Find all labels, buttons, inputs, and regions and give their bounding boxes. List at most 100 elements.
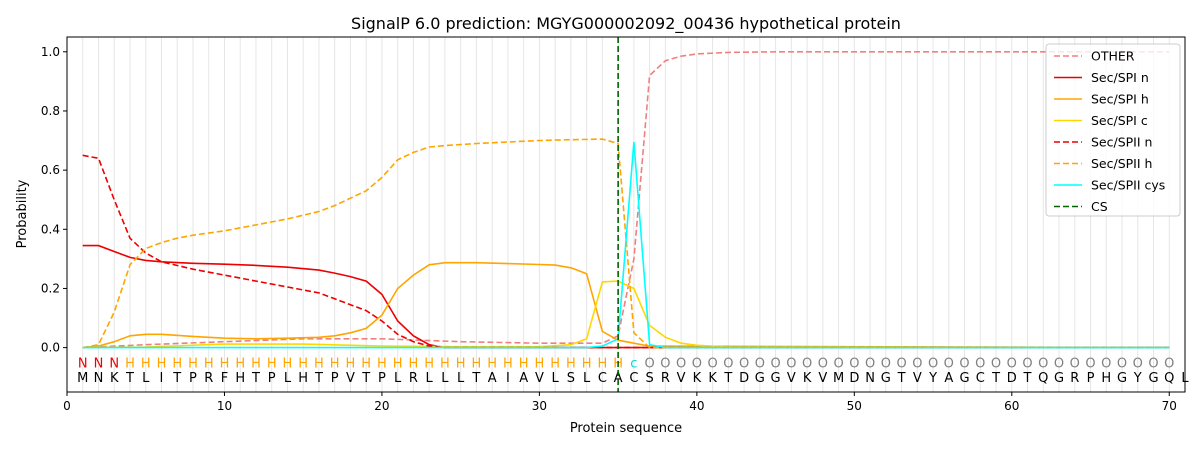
region-label: H <box>220 356 230 371</box>
residue-label: H <box>298 371 308 386</box>
legend-label: Sec/SPI n <box>1091 70 1149 85</box>
residue-label: A <box>519 371 528 386</box>
region-label: H <box>125 356 135 371</box>
residue-label: P <box>1087 371 1095 386</box>
region-label: O <box>1133 356 1143 371</box>
region-label: O <box>692 356 702 371</box>
region-label: H <box>361 356 371 371</box>
region-label: H <box>172 356 182 371</box>
region-label: H <box>283 356 293 371</box>
residue-label: K <box>708 371 717 386</box>
residue-label: C <box>976 371 985 386</box>
x-tick-label: 50 <box>847 399 862 413</box>
residue-label: F <box>221 371 228 386</box>
residue-label: V <box>535 371 544 386</box>
residue-label: H <box>235 371 245 386</box>
x-tick-label: 70 <box>1162 399 1177 413</box>
residue-label: L <box>552 371 560 386</box>
residue-label: V <box>346 371 355 386</box>
region-label: O <box>755 356 765 371</box>
residue-label: R <box>409 371 418 386</box>
region-label: O <box>660 356 670 371</box>
series-line-sec-spii-n <box>82 154 1170 349</box>
residue-label: N <box>865 371 875 386</box>
region-label: O <box>1038 356 1048 371</box>
residue-label: L <box>142 371 150 386</box>
residue-label: L <box>583 371 591 386</box>
y-axis: 0.0 0.2 0.4 0.6 0.8 1.0 <box>41 45 67 355</box>
y-axis-label: Probability <box>15 179 30 248</box>
y-tick-label: 0.8 <box>41 104 60 118</box>
region-label: H <box>330 356 340 371</box>
region-label: N <box>109 356 119 371</box>
region-label: O <box>707 356 717 371</box>
region-label: H <box>251 356 261 371</box>
region-label: O <box>849 356 859 371</box>
residue-label: H <box>1101 371 1111 386</box>
region-label: O <box>1117 356 1127 371</box>
legend-label: CS <box>1091 199 1108 214</box>
residue-label: G <box>1117 371 1127 386</box>
region-label: O <box>645 356 655 371</box>
residue-label: G <box>771 371 781 386</box>
vertical-gridlines <box>82 37 1186 392</box>
region-label: O <box>944 356 954 371</box>
region-label: O <box>1148 356 1158 371</box>
residue-label: R <box>661 371 670 386</box>
residue-label: Q <box>1164 371 1174 386</box>
residue-label: T <box>471 371 480 386</box>
series-line-sec-spi-c <box>82 280 1170 349</box>
region-label: H <box>393 356 403 371</box>
residue-label: G <box>1054 371 1064 386</box>
residue-label: P <box>378 371 386 386</box>
series-line-sec-spii-h <box>82 138 1170 349</box>
residue-label: S <box>645 371 653 386</box>
residue-label: G <box>1148 371 1158 386</box>
residue-label: G <box>755 371 765 386</box>
region-label: H <box>519 356 529 371</box>
region-label: O <box>896 356 906 371</box>
residue-label: Y <box>1133 371 1142 386</box>
residue-label: L <box>441 371 449 386</box>
residue-label: L <box>394 371 402 386</box>
region-label: O <box>975 356 985 371</box>
y-tick-label: 0.0 <box>41 341 60 355</box>
region-label: O <box>912 356 922 371</box>
region-label: O <box>676 356 686 371</box>
region-label: H <box>204 356 214 371</box>
residue-label: I <box>506 371 510 386</box>
chart-title: SignalP 6.0 prediction: MGYG000002092_00… <box>351 14 901 34</box>
residue-label: P <box>268 371 276 386</box>
y-tick-label: 0.4 <box>41 222 60 236</box>
residue-label: D <box>739 371 749 386</box>
region-label: O <box>739 356 749 371</box>
region-label: H <box>582 356 592 371</box>
residue-label: L <box>457 371 465 386</box>
residue-label: M <box>77 371 88 386</box>
residue-label: C <box>598 371 607 386</box>
series-lines <box>82 50 1170 349</box>
x-axis-label: Protein sequence <box>570 421 682 436</box>
region-label: H <box>235 356 245 371</box>
series-line-sec-spii-cys <box>82 141 1170 349</box>
residue-label: T <box>251 371 260 386</box>
region-label: O <box>865 356 875 371</box>
region-label: H <box>298 356 308 371</box>
region-label: H <box>409 356 419 371</box>
legend-label: Sec/SPII cys <box>1091 178 1165 193</box>
region-label: H <box>535 356 545 371</box>
region-label: O <box>1085 356 1095 371</box>
residue-label: K <box>693 371 702 386</box>
residue-label: D <box>849 371 859 386</box>
residue-label: T <box>172 371 181 386</box>
region-label: H <box>503 356 513 371</box>
region-label: O <box>1007 356 1017 371</box>
region-label: H <box>188 356 198 371</box>
x-tick-label: 10 <box>217 399 232 413</box>
region-label: H <box>597 356 607 371</box>
residue-label: T <box>1023 371 1032 386</box>
region-label: O <box>1022 356 1032 371</box>
residue-label: T <box>723 371 732 386</box>
